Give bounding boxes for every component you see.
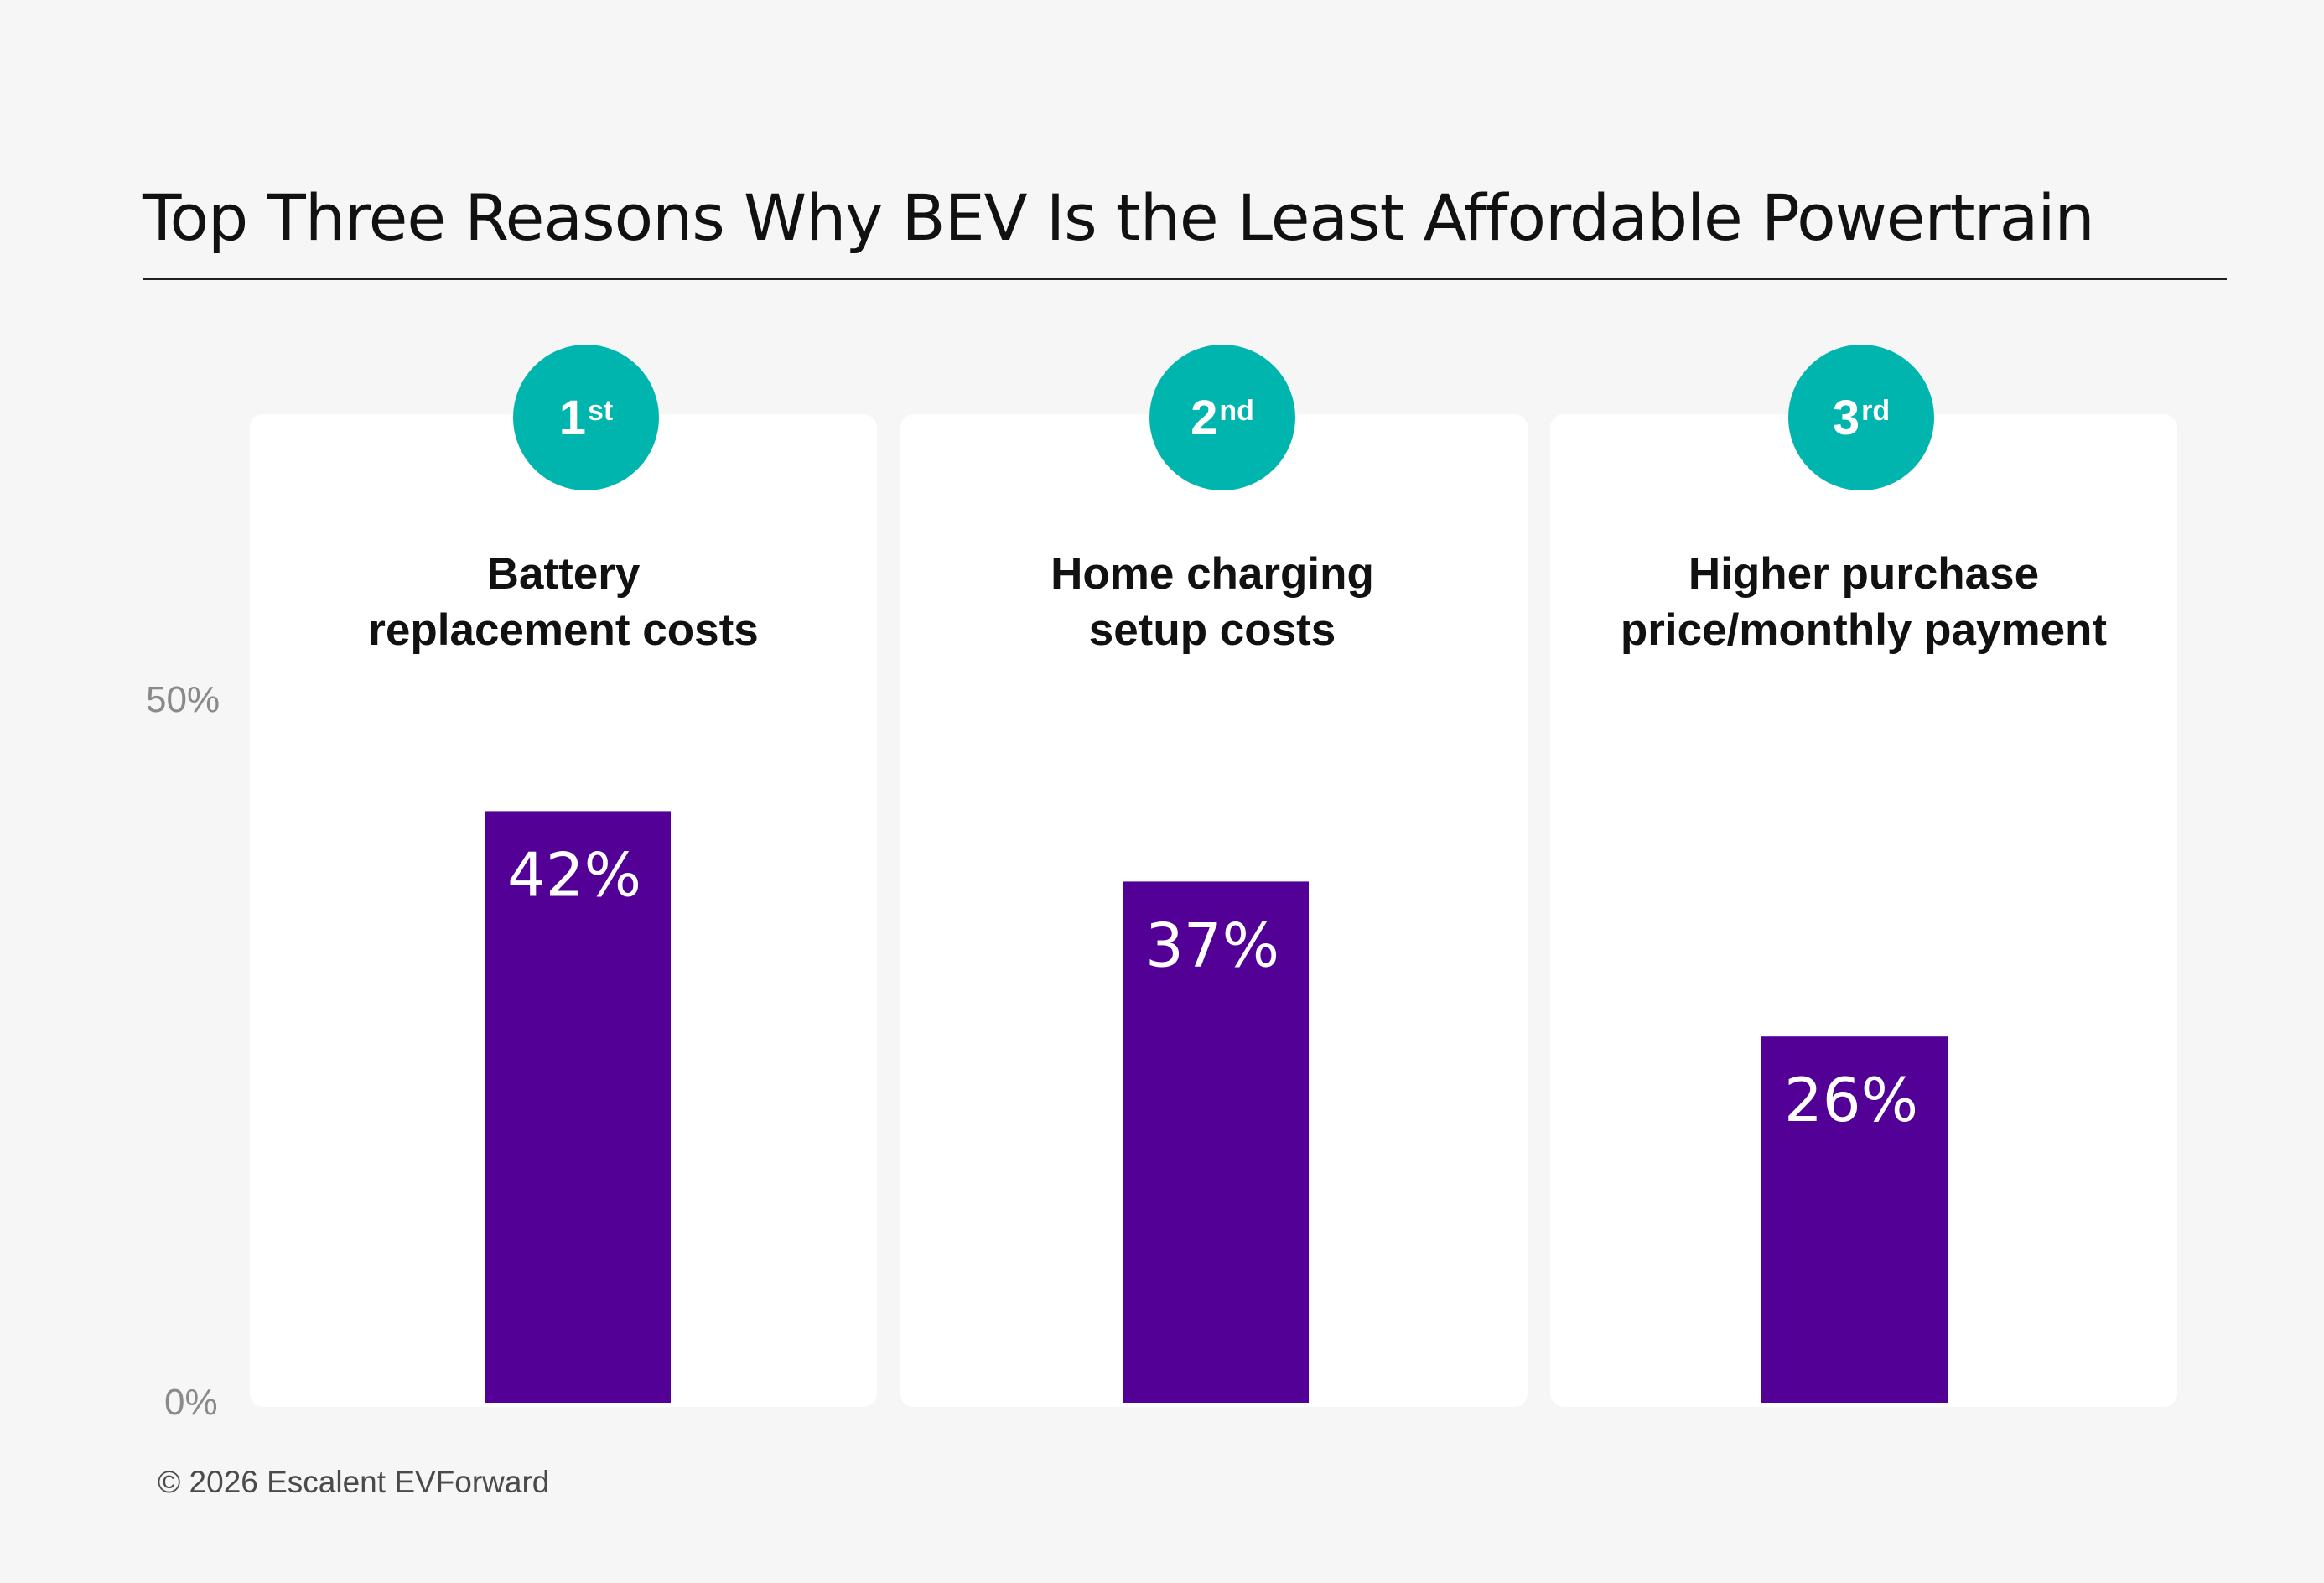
reason-label-3: Higher purchase price/monthly payment [1554, 546, 2174, 658]
bar-value-label-3: 26% [1784, 1065, 1918, 1135]
bar-value-label-1: 42% [507, 839, 641, 910]
title-divider [143, 278, 2227, 280]
bar-1 [485, 811, 671, 1403]
reason-label-1-line-1: Battery [486, 549, 641, 599]
rank-number-1: 1 [558, 390, 587, 445]
rank-number-2: 2 [1191, 390, 1218, 445]
reason-label-3-line-1: Higher purchase [1688, 549, 2040, 599]
reason-label-1-line-2: replacement costs [368, 605, 759, 655]
reason-label-1: Battery replacement costs [253, 546, 874, 658]
bar-value-label-2: 37% [1145, 910, 1279, 980]
bar-2 [1123, 881, 1309, 1403]
reason-label-3-line-2: price/monthly payment [1620, 605, 2108, 655]
reason-label-2-line-1: Home charging [1050, 549, 1374, 599]
rank-suffix-3: rd [1861, 394, 1891, 427]
rank-suffix-1: st [588, 394, 614, 427]
copyright-footer: © 2026 Escalent EVForward [158, 1465, 550, 1499]
rank-suffix-2: nd [1219, 394, 1254, 427]
bar-3 [1761, 1036, 1948, 1403]
reason-label-2: Home charging setup costs [902, 546, 1523, 658]
rank-number-3: 3 [1832, 390, 1860, 445]
y-tick-label-50: 50% [146, 679, 220, 720]
y-tick-label-0: 0% [164, 1382, 218, 1423]
reason-label-2-line-2: setup costs [1088, 605, 1336, 655]
chart-title: Top Three Reasons Why BEV Is the Least A… [143, 180, 2095, 255]
